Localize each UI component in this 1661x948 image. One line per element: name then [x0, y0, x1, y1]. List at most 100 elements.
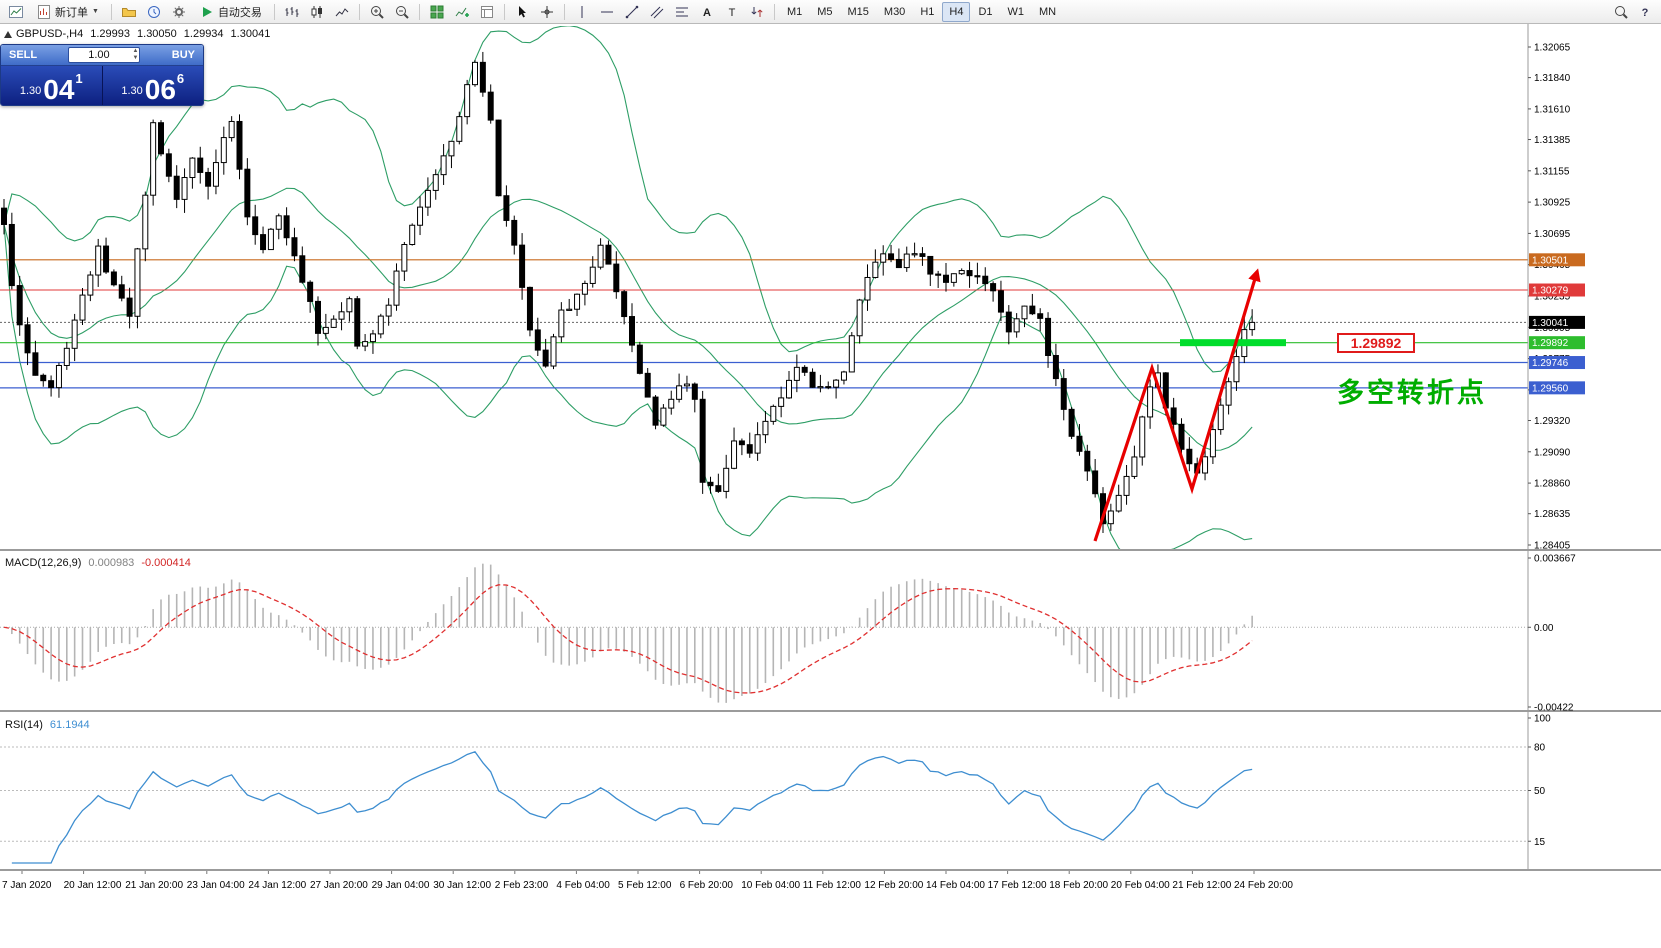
- time-axis-label: 6 Feb 20:00: [680, 880, 734, 891]
- sell-button[interactable]: 1.30 04 1: [1, 66, 103, 105]
- time-axis-label: 12 Feb 20:00: [864, 880, 923, 891]
- price-level-flag[interactable]: 1.29892: [1337, 333, 1415, 353]
- price-tag-label: 1.29892: [1532, 338, 1569, 349]
- trendline-button[interactable]: [620, 2, 644, 22]
- bar-chart-button[interactable]: [280, 2, 304, 22]
- spin-down-icon[interactable]: ▼: [132, 55, 139, 61]
- timeframe-button-mn[interactable]: MN: [1039, 5, 1057, 18]
- indicators-button[interactable]: [450, 2, 474, 22]
- annotation-text[interactable]: 多空转折点: [1337, 378, 1487, 408]
- timeframe-button-m1[interactable]: M1: [786, 5, 803, 18]
- vertical-line-button[interactable]: [570, 2, 594, 22]
- timeframe-button-d1[interactable]: D1: [978, 5, 993, 18]
- buy-button[interactable]: 1.30 06 6: [102, 66, 203, 105]
- timeframe-button-m30[interactable]: M30: [883, 5, 906, 18]
- buy-price-small: 1.30: [121, 85, 143, 97]
- buy-label: BUY: [171, 49, 195, 61]
- trade-panel-header: SELL 1.00 ▲ ▼ BUY: [1, 45, 203, 66]
- macd-main-value: 0.000983: [88, 557, 135, 569]
- time-axis-label: 20 Feb 04:00: [1111, 880, 1170, 891]
- label-button[interactable]: T: [720, 2, 744, 22]
- autotrade-button[interactable]: 自动交易: [192, 2, 269, 22]
- support-highlight-segment[interactable]: [1180, 339, 1286, 347]
- arrows-button[interactable]: [745, 2, 769, 22]
- refresh-button[interactable]: [142, 2, 166, 22]
- time-axis-label: 14 Feb 04:00: [926, 880, 985, 891]
- close-value: 1.30041: [230, 28, 271, 40]
- zoom-out-button[interactable]: [390, 2, 414, 22]
- price-tag-label: 1.30501: [1532, 255, 1569, 266]
- timeframe-button-h4[interactable]: H4: [942, 1, 971, 22]
- toolbar-separator: [418, 3, 420, 20]
- chart-window-icon[interactable]: [4, 2, 28, 22]
- toolbar-separator: [563, 3, 565, 20]
- line-chart-button[interactable]: [330, 2, 354, 22]
- spin-up-icon[interactable]: ▲: [132, 48, 139, 54]
- price-axis-label: 1.32065: [1534, 43, 1571, 54]
- options-button[interactable]: [167, 2, 191, 22]
- price-tag-label: 1.30041: [1532, 318, 1569, 329]
- time-axis-label: 4 Feb 04:00: [556, 880, 610, 891]
- cursor-button[interactable]: [510, 2, 534, 22]
- rsi-indicator-label: RSI(14) 61.1944: [5, 719, 90, 731]
- trade-panel-prices: 1.30 04 1 1.30 06 6: [1, 66, 203, 105]
- time-axis-label: 24 Jan 12:00: [248, 880, 306, 891]
- timeframe-button-m15[interactable]: M15: [847, 5, 869, 18]
- toolbar-separator: [273, 3, 275, 20]
- help-icon[interactable]: ?: [1633, 2, 1657, 22]
- autotrade-label: 自动交易: [217, 6, 262, 19]
- macd-signal-line: [3, 584, 1253, 694]
- sell-price-small: 1.30: [19, 85, 42, 97]
- toolbar-separator: [110, 3, 112, 20]
- rsi-title: RSI(14): [5, 719, 43, 731]
- templates-button[interactable]: [475, 2, 499, 22]
- timeframe-button-h1[interactable]: H1: [920, 5, 935, 18]
- time-axis-label: 23 Jan 04:00: [187, 880, 245, 891]
- time-axis-label: 21 Jan 20:00: [125, 880, 183, 891]
- price-tag: [1529, 283, 1585, 297]
- candlestick-chart-button[interactable]: [305, 2, 329, 22]
- symbol-period-label: GBPUSD-,H4: [16, 28, 84, 40]
- price-axis-label: 1.31610: [1534, 104, 1571, 115]
- new-order-button[interactable]: 新订单 ▼: [29, 2, 106, 22]
- price-tag-label: 1.29746: [1532, 358, 1569, 369]
- zoom-in-button[interactable]: [365, 2, 389, 22]
- macd-panel: [0, 563, 1528, 703]
- price-axis-label: 1.31155: [1534, 166, 1570, 177]
- timeframe-button-m5[interactable]: M5: [817, 5, 833, 18]
- horizontal-line-button[interactable]: [595, 2, 619, 22]
- chart-ohlc-header: GBPUSD-,H4 1.29993 1.30050 1.29934 1.300…: [16, 28, 270, 40]
- volume-input[interactable]: 1.00 ▲ ▼: [68, 47, 141, 63]
- trend-zigzag-arrow[interactable]: [1093, 268, 1261, 542]
- high-value: 1.30050: [137, 28, 177, 40]
- price-axis-label: 1.28405: [1534, 541, 1571, 552]
- volume-spinner[interactable]: ▲ ▼: [132, 48, 138, 62]
- price-axis-label: 1.30695: [1534, 229, 1571, 240]
- time-axis-label: 24 Feb 20:00: [1234, 880, 1293, 891]
- price-tag: [1529, 315, 1585, 329]
- timeframe-button-w1[interactable]: W1: [1007, 5, 1025, 18]
- tile-windows-button[interactable]: [425, 2, 449, 22]
- time-axis-label: 2 Feb 23:00: [495, 880, 549, 891]
- time-axis-label: 17 Feb 12:00: [988, 880, 1047, 891]
- rsi-line: [11, 750, 1253, 864]
- toolbar-separator: [503, 3, 505, 20]
- rsi-value: 61.1944: [49, 719, 90, 731]
- low-value: 1.29934: [183, 28, 224, 40]
- price-axis-label: 1.30235: [1534, 292, 1571, 303]
- toolbar: 新订单 ▼ 自动交易: [0, 0, 1661, 24]
- channel-button[interactable]: [645, 2, 669, 22]
- price-axis-label: 1.28860: [1534, 479, 1571, 490]
- search-icon[interactable]: [1609, 2, 1633, 22]
- text-button[interactable]: A: [695, 2, 719, 22]
- collapse-chart-icon[interactable]: [4, 31, 12, 38]
- new-order-label: 新订单: [55, 6, 88, 19]
- time-axis-label: 21 Feb 12:00: [1172, 880, 1231, 891]
- profiles-button[interactable]: [117, 2, 141, 22]
- macd-indicator-label: MACD(12,26,9) 0.000983 -0.000414: [5, 557, 191, 569]
- crosshair-button[interactable]: [535, 2, 559, 22]
- fibonacci-button[interactable]: [670, 2, 694, 22]
- candles-series: [1, 51, 1256, 533]
- price-tag: [1529, 356, 1585, 370]
